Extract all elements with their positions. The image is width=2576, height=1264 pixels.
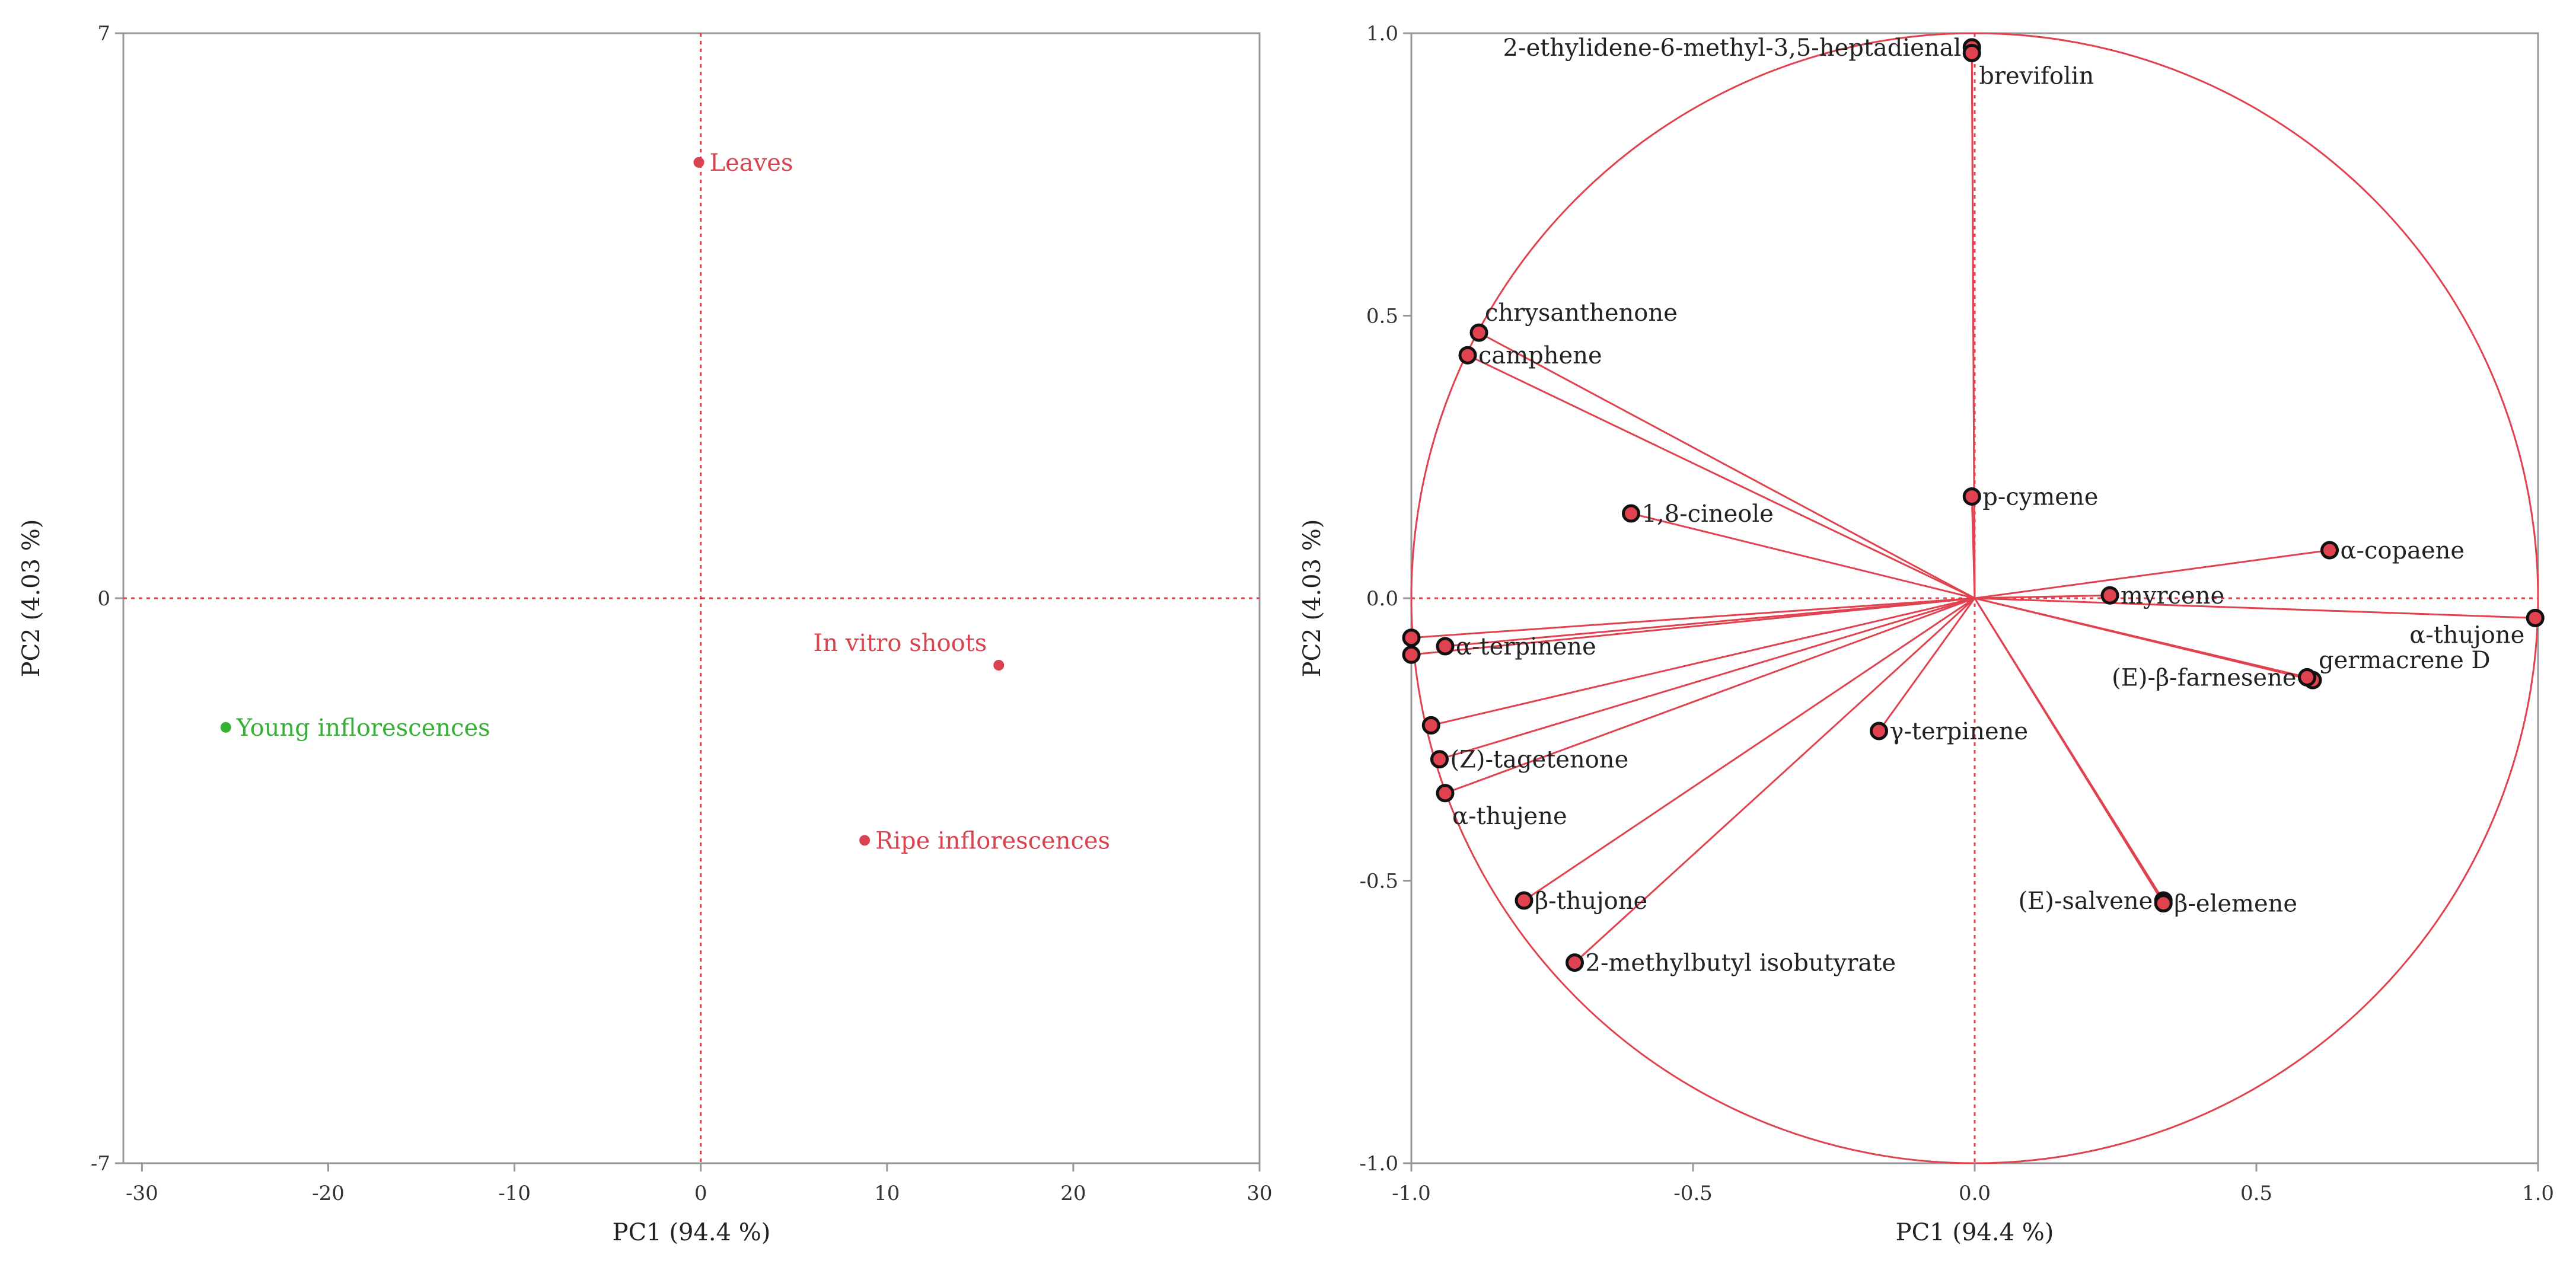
loading-point xyxy=(1421,716,1440,735)
loading-point xyxy=(1469,323,1488,342)
score-x-tick-label: 30 xyxy=(1246,1182,1272,1205)
loading-vector xyxy=(1974,597,2307,678)
score-point xyxy=(859,835,871,846)
loading-vector xyxy=(1971,53,1976,599)
loading-x-tick-label: 0.5 xyxy=(2240,1182,2272,1205)
loading-point xyxy=(1566,953,1584,972)
loading-point xyxy=(1870,722,1888,740)
score-plot-panel: -30 -20 -10 0 10 20 30 7 0 -7 Leaves In vitro sho… xyxy=(18,22,1273,1246)
loading-plot-x-axis-title: PC1 (94.4 %) xyxy=(1896,1219,2054,1246)
loading-vector xyxy=(1574,597,1976,963)
loading-point xyxy=(1962,43,1981,62)
score-point-label: Young inflorescences xyxy=(236,714,490,742)
loading-vector xyxy=(1974,598,2164,904)
score-point-label: In vitro shoots xyxy=(814,630,987,657)
loading-point-label: (Z)-tagetenone xyxy=(1450,746,1629,774)
loading-point xyxy=(1515,891,1534,910)
loading-vector xyxy=(1974,549,2330,599)
loading-point-label: germacrene D xyxy=(2319,647,2491,674)
loading-point-label: α-thujone xyxy=(2409,621,2524,649)
loading-point-label: β-thujone xyxy=(1535,888,1647,915)
loading-vector xyxy=(1478,331,1975,599)
loading-point-label: α-copaene xyxy=(2341,537,2465,564)
loading-vector xyxy=(1971,496,1976,599)
loading-point xyxy=(1436,637,1455,656)
loading-x-tick-label: 1.0 xyxy=(2522,1182,2554,1205)
loading-y-tick-label: 0.0 xyxy=(1366,587,1398,611)
loading-point xyxy=(1622,504,1640,523)
loading-vector xyxy=(1631,512,1975,599)
loading-y-tick-label: -0.5 xyxy=(1359,870,1398,893)
loading-plot-panel: -1.0 -0.5 0.0 0.5 1.0 1.0 0.5 0.0 -0.5 -1.0 2-et… xyxy=(1299,22,2554,1246)
loading-point xyxy=(1458,346,1477,365)
score-y-tick-label: 7 xyxy=(97,22,110,46)
loading-point xyxy=(2526,608,2545,627)
score-x-tick-label: -30 xyxy=(126,1182,158,1205)
loading-point xyxy=(1962,487,1981,506)
loading-x-tick-label: -1.0 xyxy=(1392,1182,1431,1205)
loading-point xyxy=(1402,628,1421,647)
score-x-tick-label: 10 xyxy=(874,1182,900,1205)
loading-point-label: (E)-salvene xyxy=(2018,888,2153,915)
score-point-label: Ripe inflorescences xyxy=(875,827,1110,854)
loading-point xyxy=(1436,784,1455,803)
loading-point-label: 2-ethylidene-6-methyl-3,5-heptadienal xyxy=(1503,34,1961,62)
loading-point-label: γ-terpinene xyxy=(1890,718,2029,745)
score-x-tick-label: -20 xyxy=(312,1182,345,1205)
loading-point-label: myrcene xyxy=(2121,582,2224,609)
loading-vector xyxy=(1411,597,1975,639)
loading-vector xyxy=(1439,597,1975,761)
score-x-tick-label: 0 xyxy=(694,1182,707,1205)
loading-plot-y-axis-title: PC2 (4.03 %) xyxy=(1299,519,1326,678)
loading-point xyxy=(1430,750,1449,769)
loading-vector xyxy=(1974,597,2536,619)
loading-x-tick-label: 0.0 xyxy=(1959,1182,1991,1205)
score-y-tick-label: -7 xyxy=(91,1152,110,1176)
score-y-tick-label: 0 xyxy=(97,587,110,611)
score-plot-y-axis-title: PC2 (4.03 %) xyxy=(18,519,45,678)
loading-point xyxy=(1402,645,1421,664)
loading-y-tick-label: 1.0 xyxy=(1366,22,1398,46)
loading-point-label: 2-methylbutyl isobutyrate xyxy=(1586,950,1896,977)
loading-point-label: β-elemene xyxy=(2174,890,2297,918)
score-point xyxy=(993,659,1005,671)
loading-vector xyxy=(1445,597,1975,794)
loading-point-label: α-terpinene xyxy=(1456,633,1596,660)
loading-x-tick-label: -0.5 xyxy=(1673,1182,1713,1205)
loading-point-label: camphene xyxy=(1478,342,1602,369)
score-point-label: Leaves xyxy=(710,149,793,177)
loading-point-label: 1,8-cineole xyxy=(1642,500,1774,528)
loading-point xyxy=(2154,894,2173,913)
loading-point-label: chrysanthenone xyxy=(1485,299,1678,327)
loading-y-tick-label: 0.5 xyxy=(1366,305,1398,328)
loading-vector xyxy=(1878,598,1976,732)
loading-point-label: brevifolin xyxy=(1979,62,2094,90)
loading-point-label: (E)-β-farnesene xyxy=(2112,664,2296,691)
score-x-tick-label: -10 xyxy=(498,1182,531,1205)
loading-y-tick-label: -1.0 xyxy=(1359,1152,1398,1176)
loading-point xyxy=(2100,586,2119,605)
loading-point xyxy=(2298,668,2316,687)
score-x-tick-label: 20 xyxy=(1060,1182,1086,1205)
loading-vector xyxy=(1430,597,1975,726)
loading-vector xyxy=(1523,597,1975,902)
score-point xyxy=(693,157,704,168)
score-point xyxy=(220,722,231,733)
loading-point xyxy=(2320,541,2339,560)
loading-vector xyxy=(1411,597,1975,656)
loading-vector xyxy=(1467,354,1975,599)
loading-point-label: p-cymene xyxy=(1982,483,2098,510)
loading-point-label: α-thujene xyxy=(1452,803,1567,830)
score-plot-x-axis-title: PC1 (94.4 %) xyxy=(613,1219,771,1246)
loading-vector xyxy=(1974,594,2110,599)
